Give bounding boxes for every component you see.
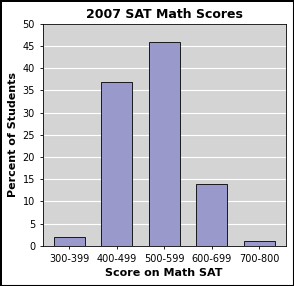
Bar	[149, 42, 180, 246]
Y-axis label: Percent of Students: Percent of Students	[8, 72, 18, 197]
X-axis label: Score on Math SAT: Score on Math SAT	[106, 268, 223, 278]
Bar	[101, 82, 132, 246]
Bar	[196, 184, 227, 246]
Bar	[54, 237, 85, 246]
Title: 2007 SAT Math Scores: 2007 SAT Math Scores	[86, 8, 243, 21]
Bar	[244, 241, 275, 246]
